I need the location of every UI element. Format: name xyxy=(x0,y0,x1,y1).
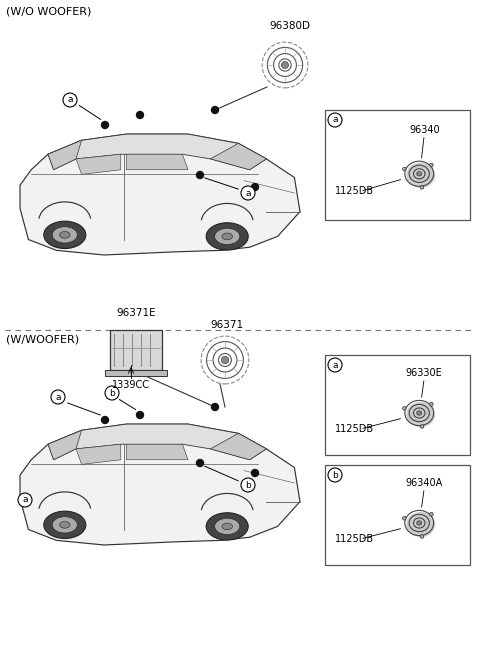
Ellipse shape xyxy=(417,521,422,525)
Text: a: a xyxy=(22,495,28,504)
Bar xyxy=(105,370,167,376)
Ellipse shape xyxy=(206,223,248,250)
Ellipse shape xyxy=(44,511,86,538)
Circle shape xyxy=(430,163,433,167)
Polygon shape xyxy=(210,434,266,460)
Ellipse shape xyxy=(407,512,435,537)
Text: a: a xyxy=(67,96,73,105)
Ellipse shape xyxy=(417,172,422,176)
Circle shape xyxy=(420,534,424,538)
Circle shape xyxy=(328,113,342,127)
Text: b: b xyxy=(109,388,115,398)
Text: 1125DB: 1125DB xyxy=(335,424,374,434)
Circle shape xyxy=(101,417,108,424)
Ellipse shape xyxy=(407,162,435,188)
Circle shape xyxy=(420,424,424,428)
Circle shape xyxy=(196,460,204,466)
Text: a: a xyxy=(245,189,251,198)
Polygon shape xyxy=(76,154,121,174)
Circle shape xyxy=(430,402,433,406)
FancyBboxPatch shape xyxy=(325,110,470,220)
Circle shape xyxy=(420,185,424,189)
Polygon shape xyxy=(20,134,300,255)
Circle shape xyxy=(430,512,433,516)
Ellipse shape xyxy=(52,227,77,243)
Polygon shape xyxy=(48,430,82,460)
Text: b: b xyxy=(245,481,251,489)
Text: (W/O WOOFER): (W/O WOOFER) xyxy=(6,7,91,17)
Ellipse shape xyxy=(407,402,435,427)
Circle shape xyxy=(241,186,255,200)
Polygon shape xyxy=(48,424,266,460)
Circle shape xyxy=(196,172,204,179)
Circle shape xyxy=(281,62,288,69)
Text: (W/WOOFER): (W/WOOFER) xyxy=(6,335,79,345)
Text: a: a xyxy=(55,392,61,402)
Ellipse shape xyxy=(222,233,232,240)
Circle shape xyxy=(212,107,218,113)
Polygon shape xyxy=(210,143,266,170)
Text: a: a xyxy=(332,360,338,369)
Circle shape xyxy=(252,183,259,191)
Ellipse shape xyxy=(417,411,422,415)
Polygon shape xyxy=(126,444,188,460)
Ellipse shape xyxy=(44,221,86,248)
FancyBboxPatch shape xyxy=(325,465,470,565)
Polygon shape xyxy=(20,424,300,545)
Ellipse shape xyxy=(215,518,240,534)
FancyBboxPatch shape xyxy=(325,355,470,455)
Circle shape xyxy=(212,403,218,411)
Circle shape xyxy=(241,478,255,492)
Circle shape xyxy=(403,517,406,520)
Text: 96330E: 96330E xyxy=(406,368,443,378)
Circle shape xyxy=(51,390,65,404)
Text: 96380D: 96380D xyxy=(269,21,311,31)
Polygon shape xyxy=(126,154,188,170)
Text: 1125DB: 1125DB xyxy=(335,534,374,544)
Circle shape xyxy=(328,468,342,482)
Circle shape xyxy=(136,411,144,419)
Circle shape xyxy=(252,470,259,476)
Circle shape xyxy=(105,386,119,400)
Text: 96371: 96371 xyxy=(210,320,243,330)
Circle shape xyxy=(328,358,342,372)
Polygon shape xyxy=(76,444,121,464)
Circle shape xyxy=(221,356,228,364)
Text: 96340: 96340 xyxy=(409,125,440,135)
Circle shape xyxy=(403,167,406,171)
Ellipse shape xyxy=(206,513,248,540)
Text: b: b xyxy=(332,470,338,479)
Text: 96371E: 96371E xyxy=(116,308,156,318)
Text: 1339CC: 1339CC xyxy=(112,380,150,390)
Text: a: a xyxy=(332,115,338,124)
FancyBboxPatch shape xyxy=(110,330,162,370)
Ellipse shape xyxy=(60,521,70,528)
Ellipse shape xyxy=(222,523,232,530)
Circle shape xyxy=(101,121,108,128)
Ellipse shape xyxy=(215,228,240,244)
Polygon shape xyxy=(48,134,266,170)
Circle shape xyxy=(63,93,77,107)
Circle shape xyxy=(18,493,32,507)
Circle shape xyxy=(136,111,144,119)
Circle shape xyxy=(403,407,406,410)
Polygon shape xyxy=(48,140,82,170)
Text: 1125DB: 1125DB xyxy=(335,187,374,196)
Text: 96340A: 96340A xyxy=(406,478,443,488)
Ellipse shape xyxy=(60,231,70,238)
Ellipse shape xyxy=(52,517,77,533)
